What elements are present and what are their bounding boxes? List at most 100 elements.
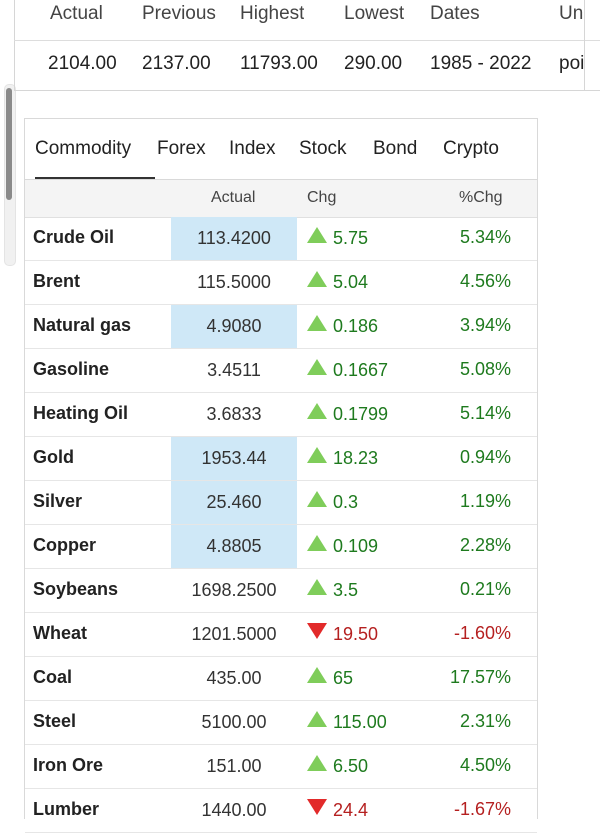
- commodity-name[interactable]: Coal: [33, 667, 73, 687]
- up-arrow-icon: [307, 271, 327, 287]
- commodity-percent-change: 5.14%: [459, 403, 511, 423]
- table-row[interactable]: Gasoline 3.4511 0.1667 5.08%: [25, 349, 537, 393]
- commodity-percent-change: 0.21%: [459, 579, 511, 599]
- commodity-change-value: 5.75: [333, 228, 369, 248]
- commodity-name[interactable]: Steel: [33, 711, 77, 731]
- up-arrow-icon: [307, 491, 327, 507]
- commodity-change: 0.1667: [307, 359, 388, 381]
- commodity-change-value: 18.23: [333, 448, 379, 468]
- commodity-actual: 151.00: [206, 756, 262, 776]
- column-header-chg: Chg: [307, 189, 337, 206]
- summary-value-lowest: 290.00: [344, 53, 403, 74]
- table-row[interactable]: Crude Oil 113.4200 5.75 5.34%: [25, 217, 537, 261]
- summary-header-row: Actual Previous Highest Lowest Dates Un: [14, 0, 600, 41]
- commodity-name[interactable]: Soybeans: [33, 579, 119, 599]
- commodity-table-body: Crude Oil 113.4200 5.75 5.34% Brent 115.5000 5…: [25, 217, 537, 833]
- commodity-actual: 435.00: [206, 668, 262, 688]
- tab-forex[interactable]: Forex: [157, 138, 206, 159]
- up-arrow-icon: [307, 579, 327, 595]
- commodity-percent-change: 4.56%: [459, 271, 511, 291]
- table-row[interactable]: Natural gas 4.9080 0.186 3.94%: [25, 305, 537, 349]
- up-arrow-icon: [307, 535, 327, 551]
- down-arrow-icon: [307, 799, 327, 815]
- commodity-change-value: 0.3: [333, 492, 359, 512]
- commodity-name[interactable]: Heating Oil: [33, 403, 129, 423]
- table-row[interactable]: Brent 115.5000 5.04 4.56%: [25, 261, 537, 305]
- up-arrow-icon: [307, 403, 327, 419]
- commodity-actual: 113.4200: [171, 217, 297, 260]
- summary-border-left: [14, 0, 15, 90]
- commodity-percent-change: -1.67%: [453, 799, 511, 819]
- table-row[interactable]: Heating Oil 3.6833 0.1799 5.14%: [25, 393, 537, 437]
- commodity-name[interactable]: Silver: [33, 491, 83, 511]
- commodity-change: 18.23: [307, 447, 378, 469]
- commodity-name[interactable]: Iron Ore: [33, 755, 104, 775]
- table-row[interactable]: Coal 435.00 65 17.57%: [25, 657, 537, 701]
- commodity-change: 5.04: [307, 271, 368, 293]
- commodity-change-value: 0.1667: [333, 360, 389, 380]
- summary-border-right: [584, 0, 585, 90]
- commodity-name[interactable]: Crude Oil: [33, 227, 115, 247]
- column-header-pct-chg: %Chg: [459, 189, 503, 206]
- summary-table: Actual Previous Highest Lowest Dates Un …: [14, 0, 600, 91]
- down-arrow-icon: [307, 623, 327, 639]
- commodity-percent-change: 0.94%: [459, 447, 511, 467]
- commodity-change: 24.4: [307, 799, 368, 821]
- commodity-change: 115.00: [307, 711, 387, 733]
- commodity-change: 3.5: [307, 579, 358, 601]
- commodity-actual: 1953.44: [171, 437, 297, 480]
- tab-commodity[interactable]: Commodity: [35, 119, 155, 179]
- commodity-change: 65: [307, 667, 353, 689]
- tab-bond[interactable]: Bond: [373, 138, 418, 159]
- commodity-name[interactable]: Brent: [33, 271, 81, 291]
- commodity-name[interactable]: Gasoline: [33, 359, 110, 379]
- commodity-name[interactable]: Gold: [33, 447, 74, 467]
- commodity-percent-change: 5.08%: [459, 359, 511, 379]
- commodity-change-value: 3.5: [333, 580, 359, 600]
- up-arrow-icon: [307, 667, 327, 683]
- tab-stock[interactable]: Stock: [299, 138, 347, 159]
- summary-values-row: 2104.00 2137.00 11793.00 290.00 1985 - 2…: [14, 40, 600, 90]
- markets-panel: Commodity Forex Index Stock Bond Crypto …: [24, 118, 538, 833]
- tab-crypto[interactable]: Crypto: [443, 138, 499, 159]
- commodity-name[interactable]: Copper: [33, 535, 96, 555]
- commodity-percent-change: 4.50%: [459, 755, 511, 775]
- commodity-name[interactable]: Natural gas: [33, 315, 132, 335]
- commodity-change-value: 65: [333, 668, 354, 688]
- summary-header-dates: Dates: [430, 3, 480, 24]
- commodity-name[interactable]: Lumber: [33, 799, 100, 819]
- commodity-actual: 25.460: [171, 481, 297, 524]
- commodity-name[interactable]: Wheat: [33, 623, 87, 643]
- summary-value-previous: 2137.00: [142, 53, 211, 74]
- table-row[interactable]: Silver 25.460 0.3 1.19%: [25, 481, 537, 525]
- table-row[interactable]: Copper 4.8805 0.109 2.28%: [25, 525, 537, 569]
- commodity-actual: 1201.5000: [191, 624, 277, 644]
- commodity-percent-change: 2.28%: [459, 535, 511, 555]
- table-row[interactable]: Wheat 1201.5000 19.50 -1.60%: [25, 613, 537, 657]
- commodity-change: 0.186: [307, 315, 378, 337]
- commodity-change-value: 24.4: [333, 800, 369, 820]
- commodity-change-value: 0.109: [333, 536, 379, 556]
- table-row[interactable]: Soybeans 1698.2500 3.5 0.21%: [25, 569, 537, 613]
- summary-value-actual: 2104.00: [48, 53, 117, 74]
- tab-index[interactable]: Index: [229, 138, 276, 159]
- table-row[interactable]: Lumber 1440.00 24.4 -1.67%: [25, 789, 537, 833]
- commodity-change-value: 115.00: [333, 712, 387, 732]
- market-tabs: Commodity Forex Index Stock Bond Crypto: [25, 119, 537, 180]
- commodity-change: 0.109: [307, 535, 378, 557]
- column-header-actual: Actual: [211, 189, 256, 206]
- table-row[interactable]: Iron Ore 151.00 6.50 4.50%: [25, 745, 537, 789]
- commodity-actual: 3.6833: [206, 404, 262, 424]
- up-arrow-icon: [307, 315, 327, 331]
- commodity-actual: 1440.00: [201, 800, 267, 820]
- commodity-change-value: 0.1799: [333, 404, 389, 424]
- table-row[interactable]: Gold 1953.44 18.23 0.94%: [25, 437, 537, 481]
- scrollbar-thumb[interactable]: [6, 88, 12, 200]
- commodity-change: 0.3: [307, 491, 358, 513]
- commodity-actual: 1698.2500: [191, 580, 277, 600]
- commodity-change: 6.50: [307, 755, 368, 777]
- summary-header-previous: Previous: [142, 3, 216, 24]
- up-arrow-icon: [307, 447, 327, 463]
- up-arrow-icon: [307, 755, 327, 771]
- table-row[interactable]: Steel 5100.00 115.00 2.31%: [25, 701, 537, 745]
